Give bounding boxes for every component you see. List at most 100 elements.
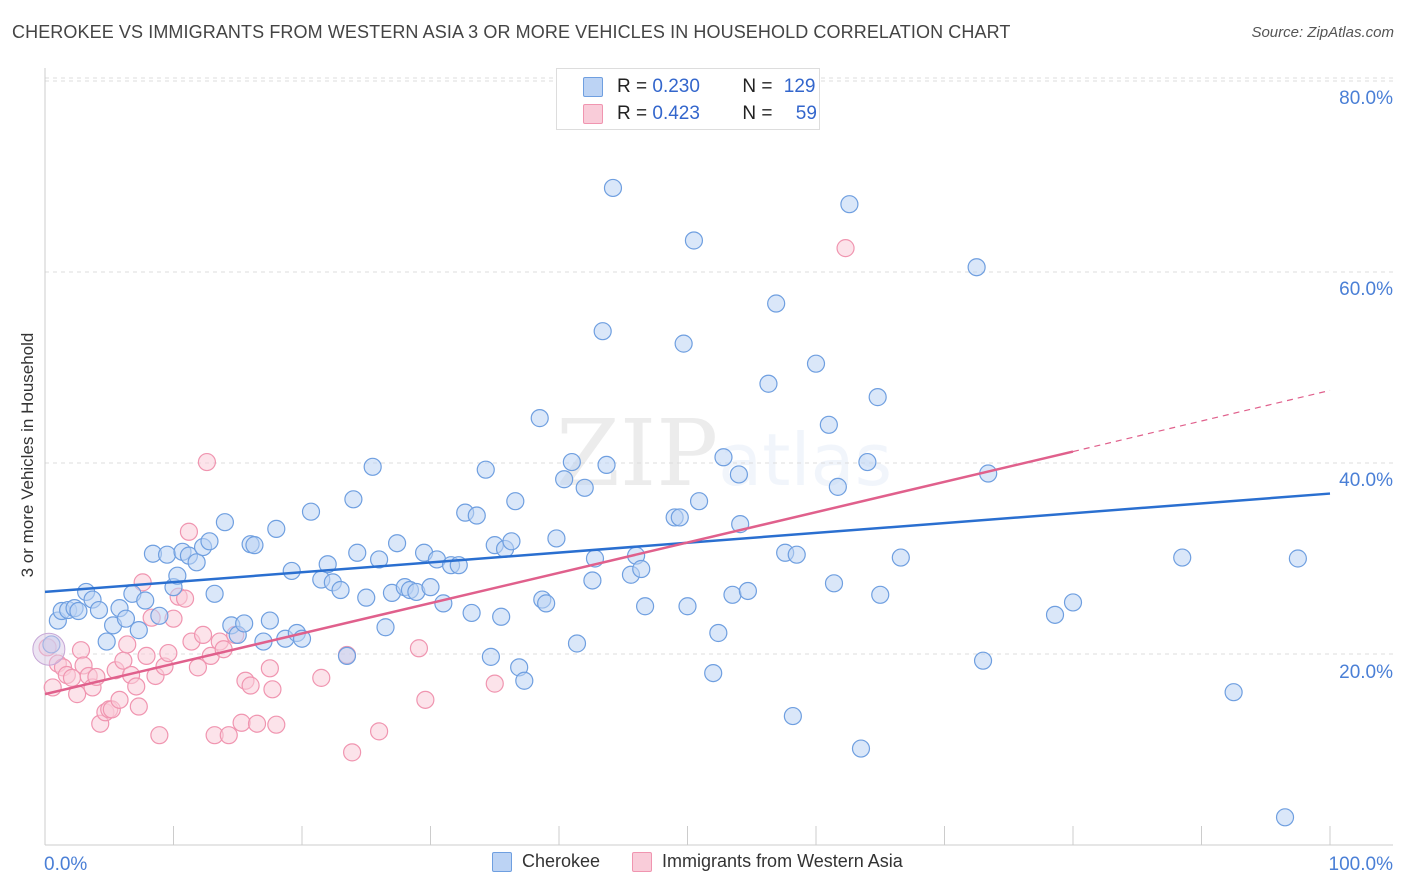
data-point-cherokee (973, 651, 993, 670)
r-label: R = (617, 103, 653, 124)
data-point-cherokee (678, 597, 697, 616)
source-label: Source: ZipAtlas.com (1251, 24, 1394, 41)
data-point-western-asia (232, 713, 251, 732)
r-value: 0.230 (652, 76, 700, 97)
data-point-cherokee (357, 588, 376, 607)
data-point-cherokee (714, 448, 733, 467)
data-point-cherokee (515, 671, 534, 690)
data-point-cherokee (301, 502, 321, 521)
data-point-cherokee (575, 478, 594, 497)
legend-item-western-asia: Immigrants from Western Asia (632, 851, 903, 872)
data-point-western-asia (485, 674, 504, 693)
data-point-cherokee (891, 548, 910, 567)
legend-swatch-cherokee (583, 77, 603, 97)
data-point-cherokee (840, 195, 859, 214)
data-point-cherokee (1045, 605, 1065, 624)
data-point-western-asia (118, 635, 137, 654)
data-point-western-asia (241, 676, 260, 695)
data-point-cherokee (787, 545, 806, 564)
data-point-cherokee (200, 532, 219, 551)
data-point-western-asia (260, 659, 279, 678)
data-point-cherokee (828, 477, 847, 496)
data-point-cherokee (318, 555, 337, 574)
data-point-cherokee (1275, 808, 1295, 827)
data-point-western-asia (110, 690, 129, 709)
chart-title: CHEROKEE VS IMMIGRANTS FROM WESTERN ASIA… (12, 22, 1011, 42)
data-point-cherokee (116, 609, 136, 628)
data-point-cherokee (684, 231, 704, 250)
data-point-cherokee (783, 706, 802, 726)
data-point-cherokee (97, 632, 116, 651)
data-point-cherokee (205, 584, 224, 603)
data-point-cherokee (767, 294, 786, 313)
y-tick-label: 20.0% (1339, 662, 1393, 683)
data-point-cherokee (462, 603, 481, 623)
data-point-cherokee (567, 634, 587, 653)
data-point-cherokee (738, 581, 757, 601)
data-point-western-asia (267, 715, 286, 734)
data-point-cherokee (492, 607, 511, 626)
data-point-cherokee (967, 258, 986, 277)
data-point-cherokee (709, 623, 728, 643)
data-point-cherokee (632, 559, 651, 579)
data-point-cherokee (562, 452, 581, 472)
data-point-western-asia (214, 640, 233, 659)
data-point-cherokee (1224, 683, 1243, 702)
data-point-cherokee (603, 178, 623, 198)
data-point-western-asia (263, 680, 282, 699)
data-point-cherokee (215, 513, 234, 532)
data-point-western-asia (197, 452, 217, 472)
data-point-cherokee (597, 455, 616, 475)
data-point-cherokee (282, 561, 301, 581)
y-tick-label: 80.0% (1339, 88, 1393, 109)
trendline-western-asia-extension (1072, 389, 1331, 453)
data-point-cherokee (530, 409, 549, 428)
n-label: N = (742, 103, 778, 124)
data-point-cherokee (635, 597, 655, 616)
data-point-cherokee (858, 452, 877, 472)
data-point-cherokee (129, 621, 148, 640)
y-tick-label: 60.0% (1339, 279, 1393, 300)
data-point-cherokee (376, 618, 395, 637)
data-point-cherokee (157, 545, 177, 564)
data-point-cherokee (506, 492, 525, 511)
data-point-cherokee (1063, 593, 1083, 612)
data-point-cherokee (421, 578, 440, 597)
data-point-cherokee (729, 465, 749, 484)
data-point-cherokee (337, 646, 357, 666)
data-point-cherokee (593, 322, 612, 341)
data-point-cherokee (824, 574, 844, 593)
data-point-cherokee (670, 508, 689, 527)
trendline-western-asia (44, 450, 1074, 696)
legend-label-western-asia: Immigrants from Western Asia (662, 851, 903, 871)
legend-swatch-cherokee (492, 851, 512, 872)
data-point-cherokee (348, 543, 367, 562)
data-point-cherokee (363, 457, 382, 476)
data-point-cherokee (168, 566, 187, 585)
data-point-western-asia (370, 722, 389, 741)
data-point-cherokee (502, 532, 521, 551)
data-point-cherokee (245, 536, 264, 555)
data-point-cherokee (537, 594, 556, 613)
data-point-cherokee (467, 506, 486, 525)
data-point-western-asia (159, 643, 178, 663)
series-legend: Cherokee Immigrants from Western Asia (492, 851, 925, 872)
data-point-western-asia (409, 639, 429, 658)
data-point-cherokee (851, 739, 871, 758)
data-point-western-asia (133, 573, 152, 592)
legend-row-cherokee: R = 0.230 N = 129 (583, 74, 815, 100)
data-point-cherokee (1288, 549, 1307, 568)
legend-swatch-western-asia (632, 851, 653, 872)
data-point-western-asia (175, 589, 195, 608)
data-point-cherokee (555, 470, 574, 489)
data-point-cherokee (806, 354, 826, 373)
x-tick-label: 100.0% (1329, 854, 1394, 875)
data-point-cherokee (689, 492, 709, 511)
data-point-cherokee (387, 534, 407, 553)
data-point-cherokee (547, 529, 566, 548)
data-point-cherokee (187, 553, 206, 572)
data-point-cherokee (136, 591, 155, 610)
data-point-cherokee (674, 334, 693, 353)
data-point-cherokee (819, 415, 838, 434)
data-point-cherokee (759, 374, 778, 393)
